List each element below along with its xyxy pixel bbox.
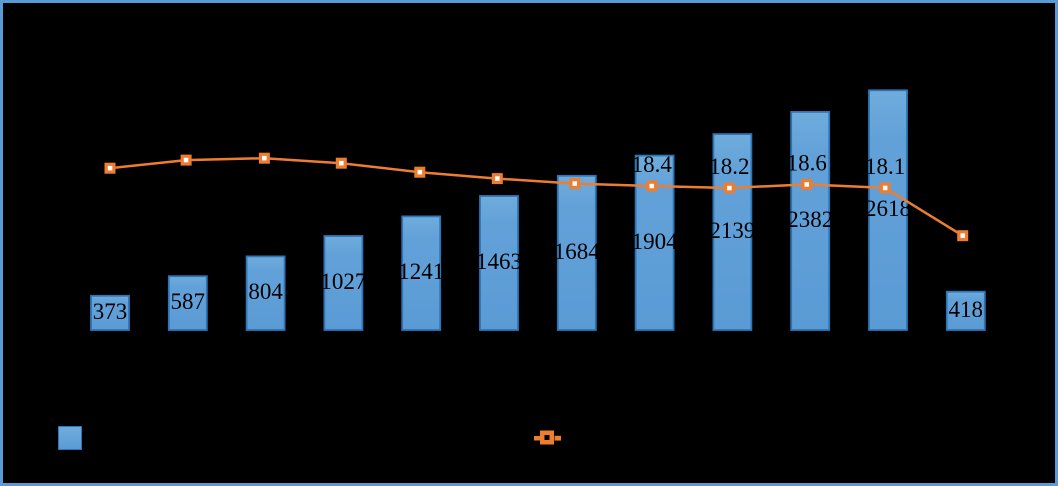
svg-text:18.2: 18.2	[709, 154, 749, 179]
svg-text:1463: 1463	[476, 249, 522, 274]
svg-text:804: 804	[248, 279, 283, 304]
svg-text:1904: 1904	[632, 229, 679, 254]
svg-text:587: 587	[171, 289, 206, 314]
svg-text:2382: 2382	[787, 207, 833, 232]
svg-text:18.4: 18.4	[632, 152, 673, 177]
svg-text:1241: 1241	[398, 259, 444, 284]
svg-text:418: 418	[949, 297, 984, 322]
svg-text:18.1: 18.1	[865, 154, 905, 179]
svg-text:2139: 2139	[709, 218, 755, 243]
svg-text:1684: 1684	[554, 239, 601, 264]
svg-text:373: 373	[93, 299, 128, 324]
svg-text:18.6: 18.6	[787, 150, 827, 175]
svg-text:1027: 1027	[320, 269, 366, 294]
